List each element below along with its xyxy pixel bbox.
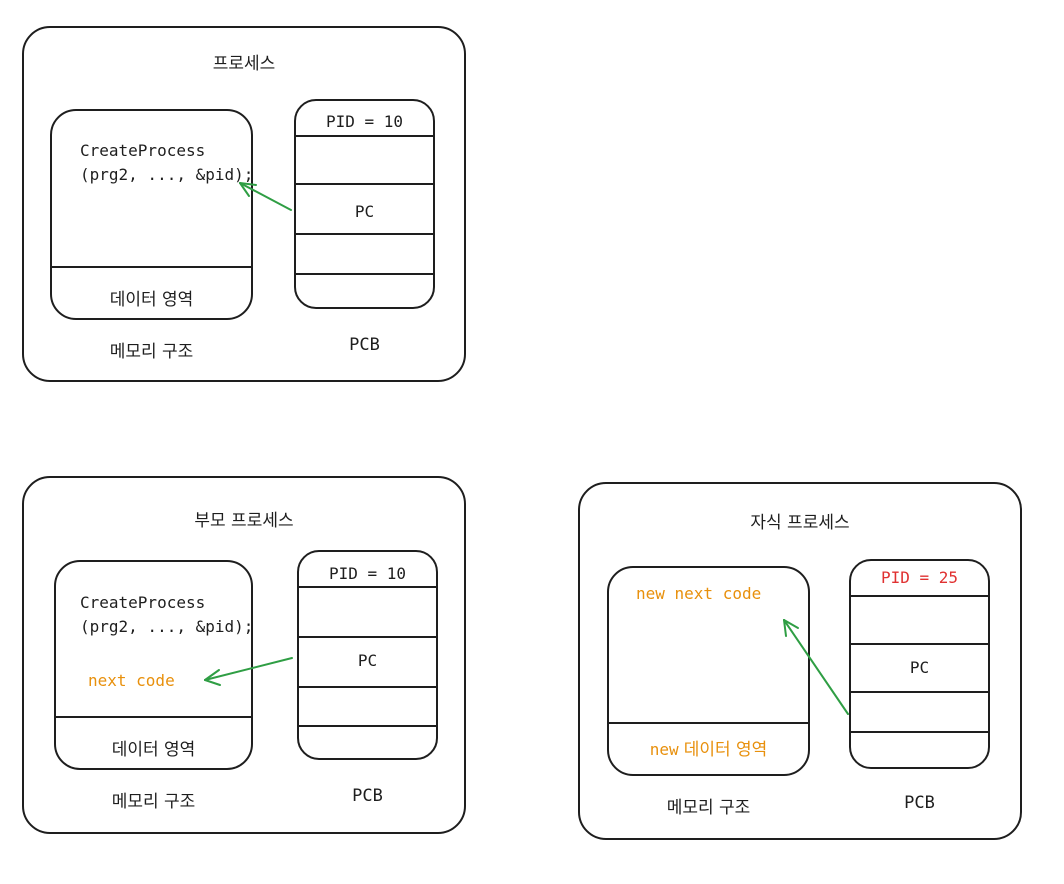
memory-divider bbox=[609, 722, 808, 724]
process-pcb-label: PCB bbox=[349, 335, 380, 355]
pcb-row-divider bbox=[851, 595, 988, 597]
child-memory-label: 메모리 구조 bbox=[666, 798, 751, 818]
memory-divider bbox=[56, 716, 251, 718]
process-data-area: 데이터 영역 bbox=[109, 290, 194, 310]
child-data-area: 데이터 영역 bbox=[683, 740, 768, 760]
child-pcb-box bbox=[849, 559, 990, 769]
parent-data-area: 데이터 영역 bbox=[111, 740, 196, 760]
memory-divider bbox=[52, 266, 251, 268]
process-title: 프로세스 bbox=[212, 54, 276, 74]
parent-title: 부모 프로세스 bbox=[194, 511, 294, 531]
parent-pc-arrow bbox=[204, 657, 293, 686]
pcb-row-divider bbox=[851, 643, 988, 645]
parent-memory-label: 메모리 구조 bbox=[111, 792, 196, 812]
process-pcb-pid: PID = 10 bbox=[325, 112, 404, 131]
child-pc-arrow bbox=[783, 619, 849, 715]
process-memory-label: 메모리 구조 bbox=[109, 342, 194, 362]
pcb-row-divider bbox=[299, 636, 436, 638]
process-memory-box bbox=[50, 109, 253, 320]
pcb-row-divider bbox=[296, 273, 433, 275]
pcb-row-divider bbox=[296, 135, 433, 137]
pcb-row-divider bbox=[296, 183, 433, 185]
pcb-row-divider bbox=[299, 586, 436, 588]
pcb-row-divider bbox=[299, 686, 436, 688]
parent-process-box bbox=[22, 476, 466, 834]
pcb-row-divider bbox=[851, 691, 988, 693]
parent-pcb-label: PCB bbox=[352, 786, 383, 806]
pcb-row-divider bbox=[296, 233, 433, 235]
parent-next-code: next code bbox=[88, 671, 175, 690]
parent-code-line2: (prg2, ..., &pid); bbox=[80, 617, 254, 636]
child-pcb-label: PCB bbox=[904, 793, 935, 813]
process-pc-arrow bbox=[239, 182, 292, 211]
child-title: 자식 프로세스 bbox=[750, 513, 850, 533]
child-pcb-pid: PID = 25 bbox=[880, 568, 959, 587]
process-pcb-pc: PC bbox=[354, 202, 375, 221]
child-new-prefix: new bbox=[649, 740, 679, 759]
process-code-line1: CreateProcess bbox=[80, 141, 206, 160]
pcb-row-divider bbox=[851, 731, 988, 733]
parent-pcb-pc: PC bbox=[357, 651, 378, 670]
parent-pcb-pid: PID = 10 bbox=[328, 564, 407, 583]
parent-memory-box bbox=[54, 560, 253, 770]
child-memory-box bbox=[607, 566, 810, 776]
process-box bbox=[22, 26, 466, 382]
child-data-area-row: new 데이터 영역 bbox=[607, 735, 810, 761]
child-process-box bbox=[578, 482, 1022, 840]
parent-pcb-box bbox=[297, 550, 438, 760]
pcb-row-divider bbox=[299, 725, 436, 727]
child-pcb-pc: PC bbox=[909, 658, 930, 677]
process-pcb-box bbox=[294, 99, 435, 309]
process-code-line2: (prg2, ..., &pid); bbox=[80, 165, 254, 184]
child-new-next-code: new next code bbox=[636, 584, 762, 603]
parent-code-line1: CreateProcess bbox=[80, 593, 206, 612]
